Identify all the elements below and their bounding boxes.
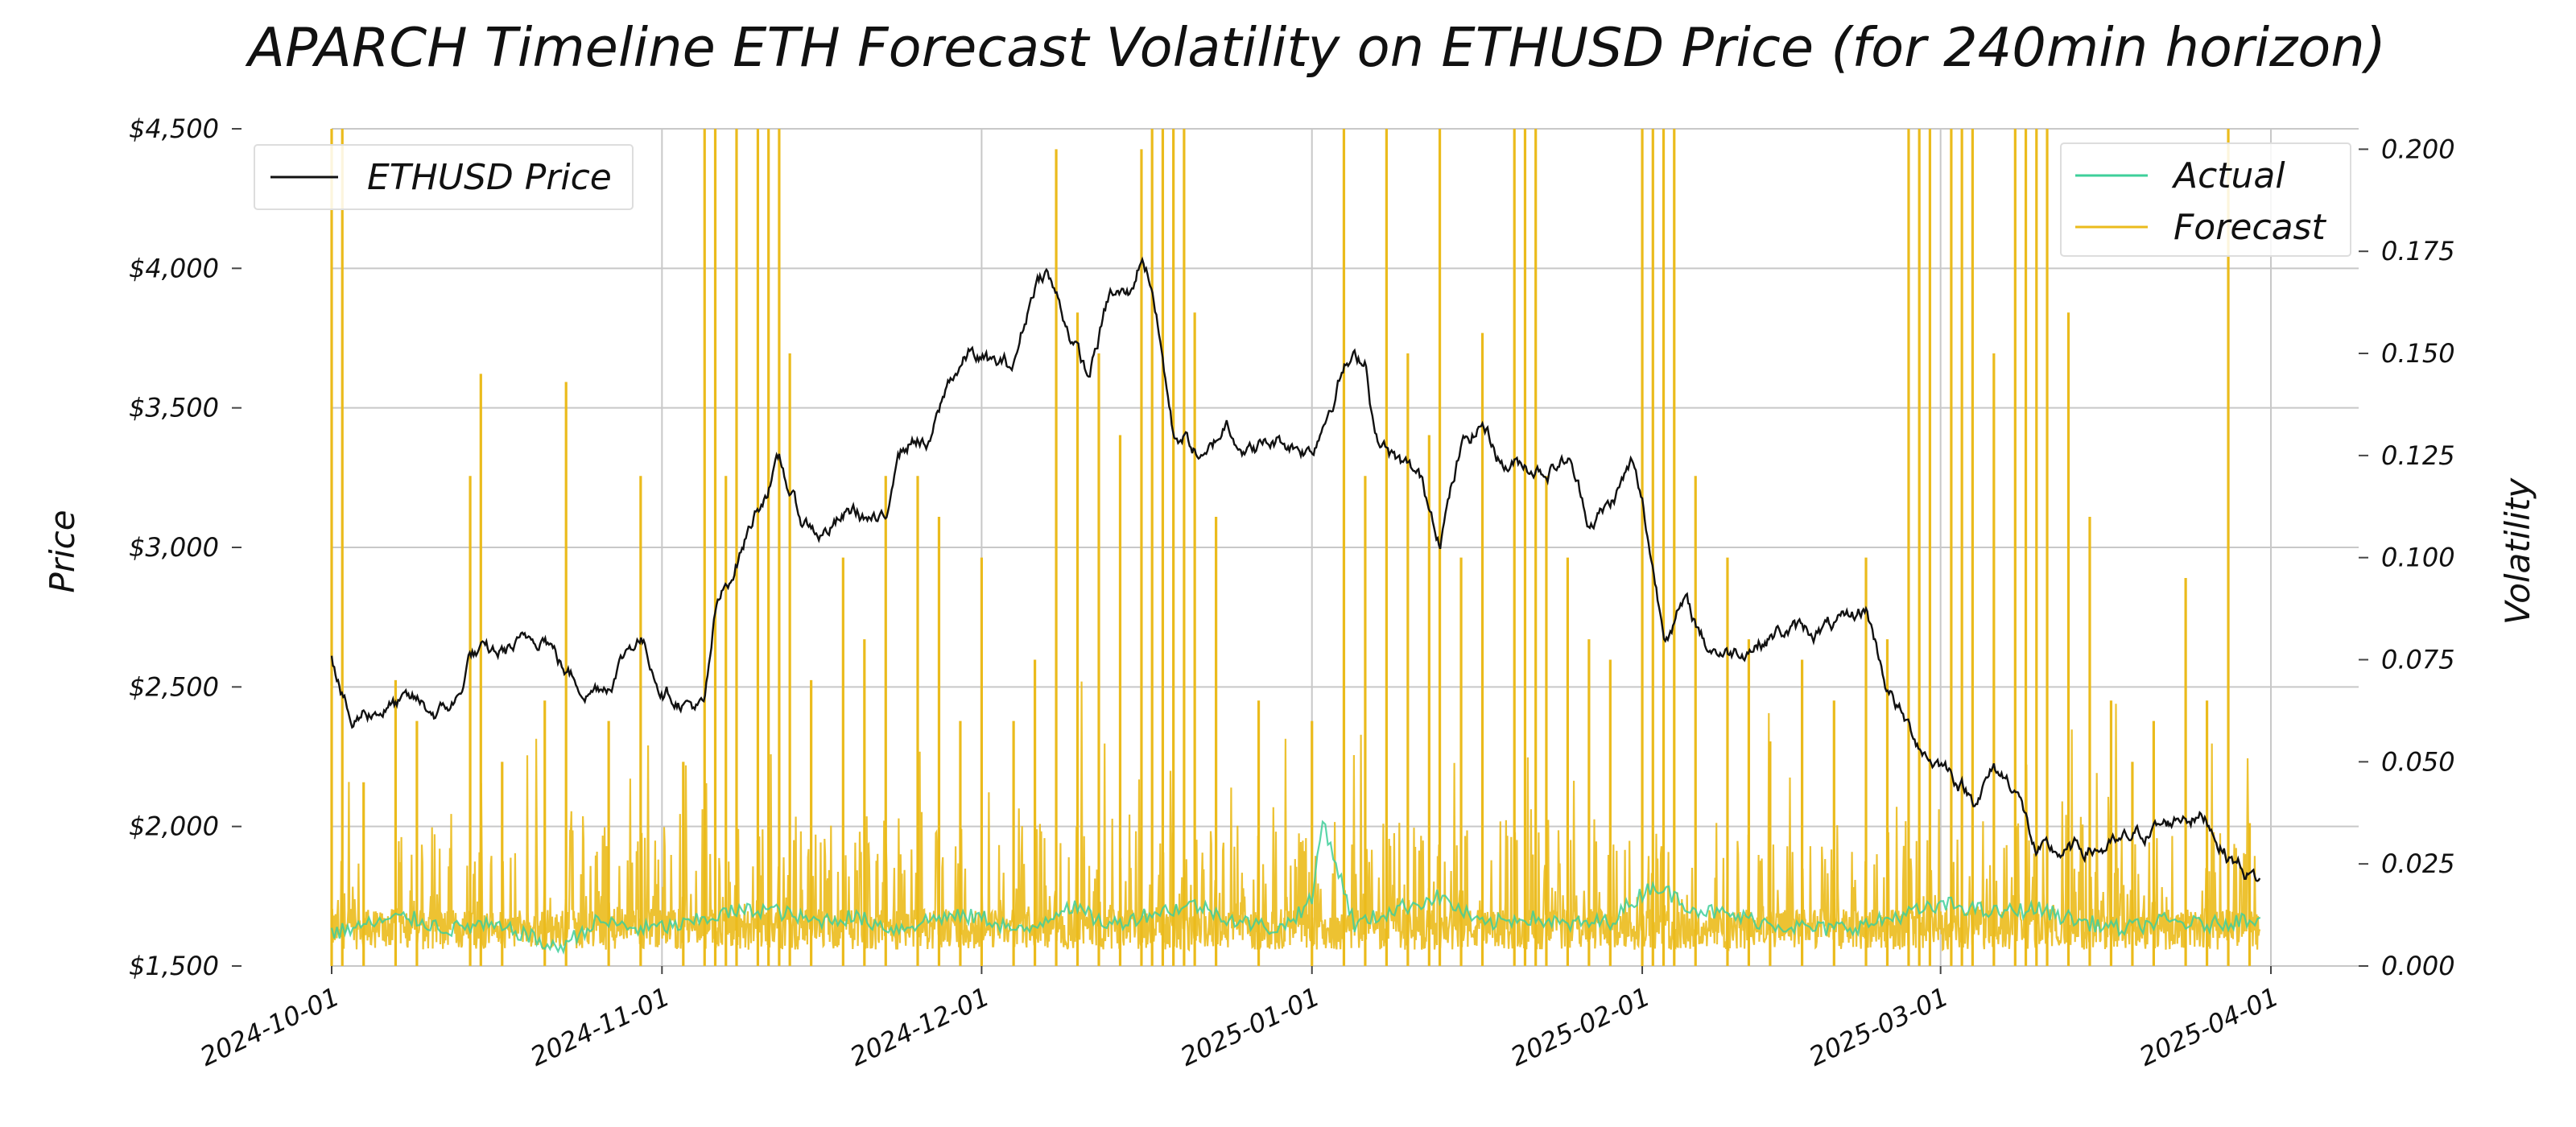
y-right-tick-label: 0.025 (2381, 848, 2455, 879)
y-left-tick-label: $4,500 (129, 114, 219, 144)
forecast-line (330, 681, 2261, 952)
y-left-tick-label: $4,000 (129, 253, 219, 283)
legend-label-price: ETHUSD Price (367, 157, 612, 198)
y-right-tick-label: 0.075 (2381, 645, 2455, 675)
legend-price: ETHUSD Price (254, 144, 634, 210)
legend-volatility: Actual Forecast (2060, 142, 2351, 257)
price-series (330, 256, 2261, 882)
y-left-tick-label: $1,500 (129, 951, 219, 981)
right-axis-label: Volatility (2498, 477, 2537, 625)
legend-label-forecast: Forecast (2174, 207, 2326, 248)
y-right-tick-label: 0.125 (2381, 440, 2455, 471)
y-right-tick-label: 0.150 (2381, 338, 2455, 369)
legend-box (254, 144, 634, 210)
y-left-tick-label: $2,000 (129, 811, 219, 842)
y-right-tick-label: 0.200 (2381, 134, 2455, 164)
y-left-tick-label: $3,000 (129, 532, 219, 563)
forecast-series (330, 129, 2261, 966)
legend-label-actual: Actual (2171, 155, 2285, 196)
y-right-tick-label: 0.000 (2381, 951, 2455, 981)
y-right-tick-label: 0.100 (2381, 543, 2455, 573)
y-right-tick-label: 0.050 (2381, 746, 2455, 777)
actual-series (330, 819, 2261, 955)
actual-line (330, 819, 2261, 955)
left-axis-label: Price (43, 510, 82, 592)
chart-title: APARCH Timeline ETH Forecast Volatility … (245, 16, 2386, 79)
y-left-tick-label: $2,500 (129, 671, 219, 702)
y-left-tick-label: $3,500 (129, 393, 219, 423)
price-line (330, 256, 2261, 882)
y-right-tick-label: 0.175 (2381, 236, 2455, 266)
